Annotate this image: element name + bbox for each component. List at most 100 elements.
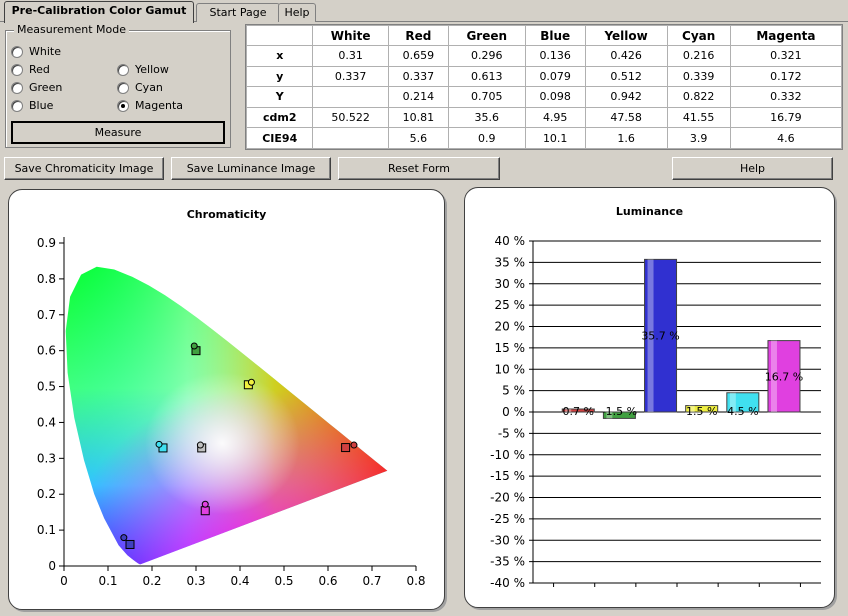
reset-form-button[interactable]: Reset Form: [338, 157, 500, 180]
y-tick-label: -35 %: [490, 555, 525, 569]
bar-highlight: [606, 412, 613, 419]
table-cell: 0.339: [666, 65, 731, 88]
table-cell: 47.58: [584, 106, 668, 129]
luminance-title: Luminance: [615, 205, 684, 218]
radio-red[interactable]: Red: [11, 63, 50, 76]
radio-cyan[interactable]: Cyan: [117, 81, 163, 94]
bar: [726, 392, 760, 413]
radio-dot: [117, 99, 129, 112]
radio-label: Magenta: [135, 99, 184, 112]
gamut-fill: [65, 266, 388, 565]
chromaticity-panel: Chromaticity 0 0.1 0.2 0.3 0.4 0.5 0.6 0.7 0.8 0 0…: [8, 189, 445, 610]
y-tick-label: 0.5: [37, 380, 56, 394]
table-cell: 0.296: [447, 45, 526, 67]
bar: [685, 405, 719, 413]
radio-green[interactable]: Green: [11, 81, 62, 94]
y-tick-label: 0.6: [37, 344, 56, 358]
y-tick-label: -15 %: [490, 469, 525, 483]
radio-white[interactable]: White: [11, 45, 61, 58]
x-tick-label: 0.8: [406, 574, 425, 588]
table-cell: 10.1: [524, 127, 586, 149]
y-tick-label: 30 %: [495, 277, 526, 291]
measure-button[interactable]: Measure: [11, 121, 225, 144]
table-row: y 0.337 0.337 0.613 0.079 0.512 0.339 0.172: [245, 65, 843, 88]
y-tick-label: -5 %: [498, 426, 525, 440]
measured-point-blue: [120, 534, 128, 542]
luminance-panel: Luminance 40 % 35 % 30 % 25 % 20 % 15 % 10 % 5 …: [464, 187, 835, 608]
y-tick-label: 25 %: [495, 298, 526, 312]
radio-yellow[interactable]: Yellow: [117, 63, 169, 76]
column-header: Green: [447, 25, 526, 46]
table-cell: 1.6: [584, 127, 668, 149]
x-tick-label: 0.7: [362, 574, 381, 588]
table-cell: [312, 86, 389, 108]
row-label: Y: [245, 86, 314, 108]
x-tick-label: 0.5: [274, 574, 293, 588]
table-cell: 0.321: [729, 45, 843, 67]
target-point-blue: [125, 539, 135, 549]
radio-blue[interactable]: Blue: [11, 99, 53, 112]
tab-start-page[interactable]: Start Page: [196, 3, 280, 22]
row-label: y: [245, 65, 314, 88]
table-cell: 0.9: [447, 127, 526, 149]
table-cell: 0.337: [387, 65, 449, 88]
bar: [561, 408, 595, 413]
y-tick-label: 5 %: [502, 384, 525, 398]
radio-magenta[interactable]: Magenta: [117, 99, 183, 112]
help-button[interactable]: Help: [672, 157, 833, 180]
bar-label: 1.5 %: [686, 405, 717, 418]
column-header: Magenta: [729, 25, 843, 46]
y-tick-label: -20 %: [490, 491, 525, 505]
chromaticity-chart: 0 0.1 0.2 0.3 0.4 0.5 0.6 0.7 0.8 0 0.1 0.2 0.3 0.4 0.…: [37, 236, 426, 588]
x-tick-label: 0: [60, 574, 68, 588]
tab-help[interactable]: Help: [278, 3, 316, 22]
y-tick-label: 35 %: [495, 255, 526, 269]
bar: [602, 411, 636, 419]
table-cell: 41.55: [666, 106, 731, 129]
table-cell: 0.512: [584, 65, 668, 88]
x-tick-label: 0.6: [318, 574, 337, 588]
save-luminance-button[interactable]: Save Luminance Image: [171, 157, 331, 180]
save-chromaticity-button[interactable]: Save Chromaticity Image: [4, 157, 164, 180]
radio-dot: [11, 81, 23, 94]
y-tick-label: -30 %: [490, 533, 525, 547]
bar-label: 35.7 %: [641, 330, 679, 343]
measurement-table: White Red Green Blue Yellow Cyan Magenta x 0.31…: [245, 24, 843, 150]
y-tick-label: 0.9: [37, 236, 56, 250]
table-row: CIE94 5.6 0.9 10.1 1.6 3.9 4.6: [245, 127, 843, 149]
radio-dot: [11, 63, 23, 76]
table-cell: 3.9: [666, 127, 731, 149]
x-tick-label: 0.3: [186, 574, 205, 588]
measured-point-green: [190, 342, 198, 350]
radio-dot: [117, 81, 129, 94]
bar-highlight: [647, 259, 654, 412]
table-row: x 0.31 0.659 0.296 0.136 0.426 0.216 0.321: [245, 45, 843, 67]
x-tick-label: 0.2: [142, 574, 161, 588]
tab-pre-calibration[interactable]: Pre-Calibration Color Gamut: [4, 1, 194, 23]
table-cell: 5.6: [387, 127, 449, 149]
radio-label: White: [29, 45, 61, 58]
table-cell: 0.659: [387, 45, 449, 67]
y-tick-label: -40 %: [490, 576, 525, 590]
tab-bar: Pre-Calibration Color Gamut Start Page H…: [0, 0, 848, 23]
bar-label: 4.5 %: [727, 405, 758, 418]
column-header: Red: [387, 25, 449, 46]
table-cell: 10.81: [387, 106, 449, 129]
x-tick-label: 0.4: [230, 574, 249, 588]
y-tick-label: 10 %: [495, 362, 526, 376]
bar-highlight: [565, 409, 572, 413]
radio-dot: [11, 99, 23, 112]
row-label: x: [245, 45, 314, 67]
table-cell: 0.613: [447, 65, 526, 88]
target-point-cyan: [158, 443, 168, 453]
target-point-red: [341, 443, 351, 453]
measured-point-white: [196, 441, 204, 449]
luminance-chart: 40 % 35 % 30 % 25 % 20 % 15 % 10 % 5 % 0 % -5 % -1…: [490, 234, 821, 590]
table-header-row: White Red Green Blue Yellow Cyan Magenta: [245, 25, 843, 46]
table-cell: 50.522: [312, 106, 389, 129]
radio-dot: [117, 63, 129, 76]
table-cell: 0.426: [584, 45, 668, 67]
radio-label: Blue: [29, 99, 54, 112]
bar-label: -1.5 %: [602, 405, 637, 418]
gamut-white: [65, 266, 388, 565]
